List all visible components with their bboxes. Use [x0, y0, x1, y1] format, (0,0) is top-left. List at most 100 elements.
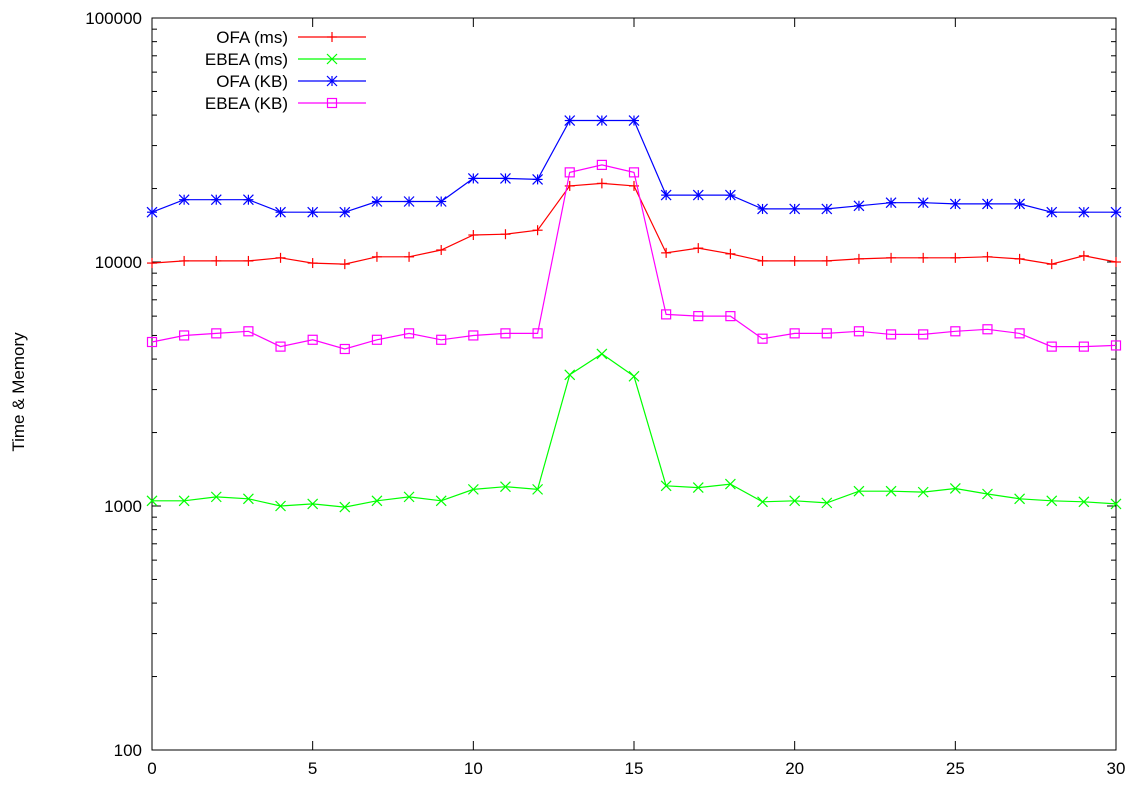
data-point-ebea-kb [339, 343, 350, 355]
data-point-ofa-kb [724, 189, 736, 201]
data-point-ofa-ms [436, 244, 447, 255]
legend-entry-ebea-ms: EBEA (ms) [205, 50, 366, 69]
data-point-ebea-ms [307, 498, 319, 510]
data-point-ebea-ms [178, 495, 190, 507]
y-tick-label: 1000 [104, 497, 142, 516]
data-point-ofa-kb [1014, 198, 1026, 210]
data-point-ebea-kb [661, 309, 672, 320]
data-point-ebea-kb [468, 330, 479, 341]
data-point-ebea-ms [371, 495, 383, 507]
data-point-ebea-kb [179, 330, 190, 341]
data-point-ofa-kb [210, 194, 222, 206]
data-point-ofa-ms [1111, 257, 1121, 267]
data-point-ebea-ms [1014, 493, 1026, 505]
data-point-ebea-kb [500, 328, 511, 339]
data-point-ebea-ms [692, 482, 704, 493]
data-point-ebea-kb [1046, 341, 1057, 352]
y-tick-label: 100 [114, 741, 142, 760]
legend-entry-ebea-kb: EBEA (KB) [205, 94, 366, 113]
legend-label: EBEA (ms) [205, 50, 288, 69]
data-point-ofa-kb [275, 206, 286, 218]
data-point-ebea-ms [564, 369, 576, 381]
data-point-ofa-ms [500, 229, 511, 240]
data-point-ofa-ms [918, 252, 929, 263]
y-tick-label: 10000 [95, 253, 142, 272]
series-ofa-kb [146, 115, 1122, 218]
x-tick-label: 10 [464, 759, 483, 778]
data-point-ofa-kb [660, 189, 672, 201]
series-ebea-kb [146, 159, 1122, 355]
data-point-ebea-kb [307, 334, 318, 345]
data-point-ofa-ms [371, 251, 382, 262]
data-point-ebea-kb [564, 167, 575, 178]
data-point-ebea-ms [1078, 496, 1090, 508]
data-point-ebea-kb [1078, 341, 1089, 352]
data-point-ebea-ms [885, 485, 897, 497]
data-point-ebea-ms [146, 495, 158, 507]
data-point-ebea-kb [211, 328, 222, 339]
data-point-ofa-kb [917, 197, 929, 209]
data-point-ofa-ms [886, 252, 897, 263]
data-point-ebea-ms [596, 348, 608, 360]
data-point-ofa-kb [692, 189, 704, 201]
data-point-ofa-ms [179, 255, 190, 266]
data-point-ebea-ms [242, 493, 254, 505]
plot-frame [151, 17, 1117, 751]
legend-marker [327, 32, 337, 42]
data-point-ebea-kb [918, 329, 929, 340]
data-point-ebea-ms [467, 483, 479, 495]
data-point-ebea-kb [693, 311, 704, 322]
y-axis-title: Time & Memory [9, 332, 28, 452]
data-point-ofa-kb [885, 197, 897, 209]
x-tick-label: 15 [625, 759, 644, 778]
data-point-ofa-kb [564, 115, 576, 126]
data-point-ebea-kb [885, 329, 897, 340]
data-point-ebea-kb [243, 326, 254, 337]
data-point-ebea-kb [950, 326, 961, 337]
data-point-ofa-kb [146, 206, 158, 218]
data-point-ebea-ms [821, 497, 833, 509]
data-point-ebea-ms [917, 486, 929, 498]
series-line-ebea-kb [151, 164, 1117, 350]
data-point-ebea-kb [725, 311, 736, 322]
data-point-ofa-kb [178, 194, 190, 206]
data-point-ofa-kb [596, 115, 608, 126]
legend-marker [326, 97, 338, 109]
x-tick-label: 5 [308, 759, 317, 778]
data-point-ebea-ms [210, 491, 222, 503]
data-point-ofa-kb [821, 203, 833, 215]
data-point-ofa-ms [339, 259, 350, 270]
x-tick-label: 25 [946, 759, 965, 778]
series-group [146, 115, 1122, 513]
series-ebea-ms [146, 348, 1122, 513]
data-point-ebea-ms [435, 495, 447, 507]
data-point-ofa-kb [371, 196, 383, 207]
data-point-ebea-ms [789, 495, 801, 507]
data-point-ebea-ms [853, 485, 865, 497]
axes: 100 1000 10000 100000 0 5 10 15 20 25 30 [85, 9, 1125, 778]
data-point-ofa-ms [307, 258, 318, 269]
data-point-ebea-kb [982, 324, 993, 335]
data-point-ofa-ms [404, 251, 415, 262]
data-point-ofa-kb [949, 198, 961, 210]
data-point-ebea-kb [853, 326, 865, 337]
data-point-ebea-kb [275, 341, 286, 352]
x-tick-label: 20 [785, 759, 804, 778]
data-point-ebea-ms [403, 491, 415, 503]
data-point-ofa-kb [789, 203, 801, 215]
x-tick-label: 30 [1107, 759, 1126, 778]
data-point-ofa-kb [467, 173, 479, 184]
data-point-ebea-kb [371, 334, 383, 345]
data-point-ofa-kb [628, 115, 640, 126]
data-point-ebea-ms [1110, 498, 1122, 510]
data-point-ebea-kb [821, 328, 832, 339]
data-point-ofa-ms [757, 255, 768, 266]
y-tick-label: 100000 [85, 9, 142, 28]
data-point-ebea-kb [532, 328, 543, 339]
data-point-ofa-ms [275, 252, 286, 263]
data-point-ofa-kb [435, 196, 447, 207]
legend-entry-ofa-kb: OFA (KB) [216, 72, 366, 91]
data-point-ebea-kb [628, 167, 640, 178]
